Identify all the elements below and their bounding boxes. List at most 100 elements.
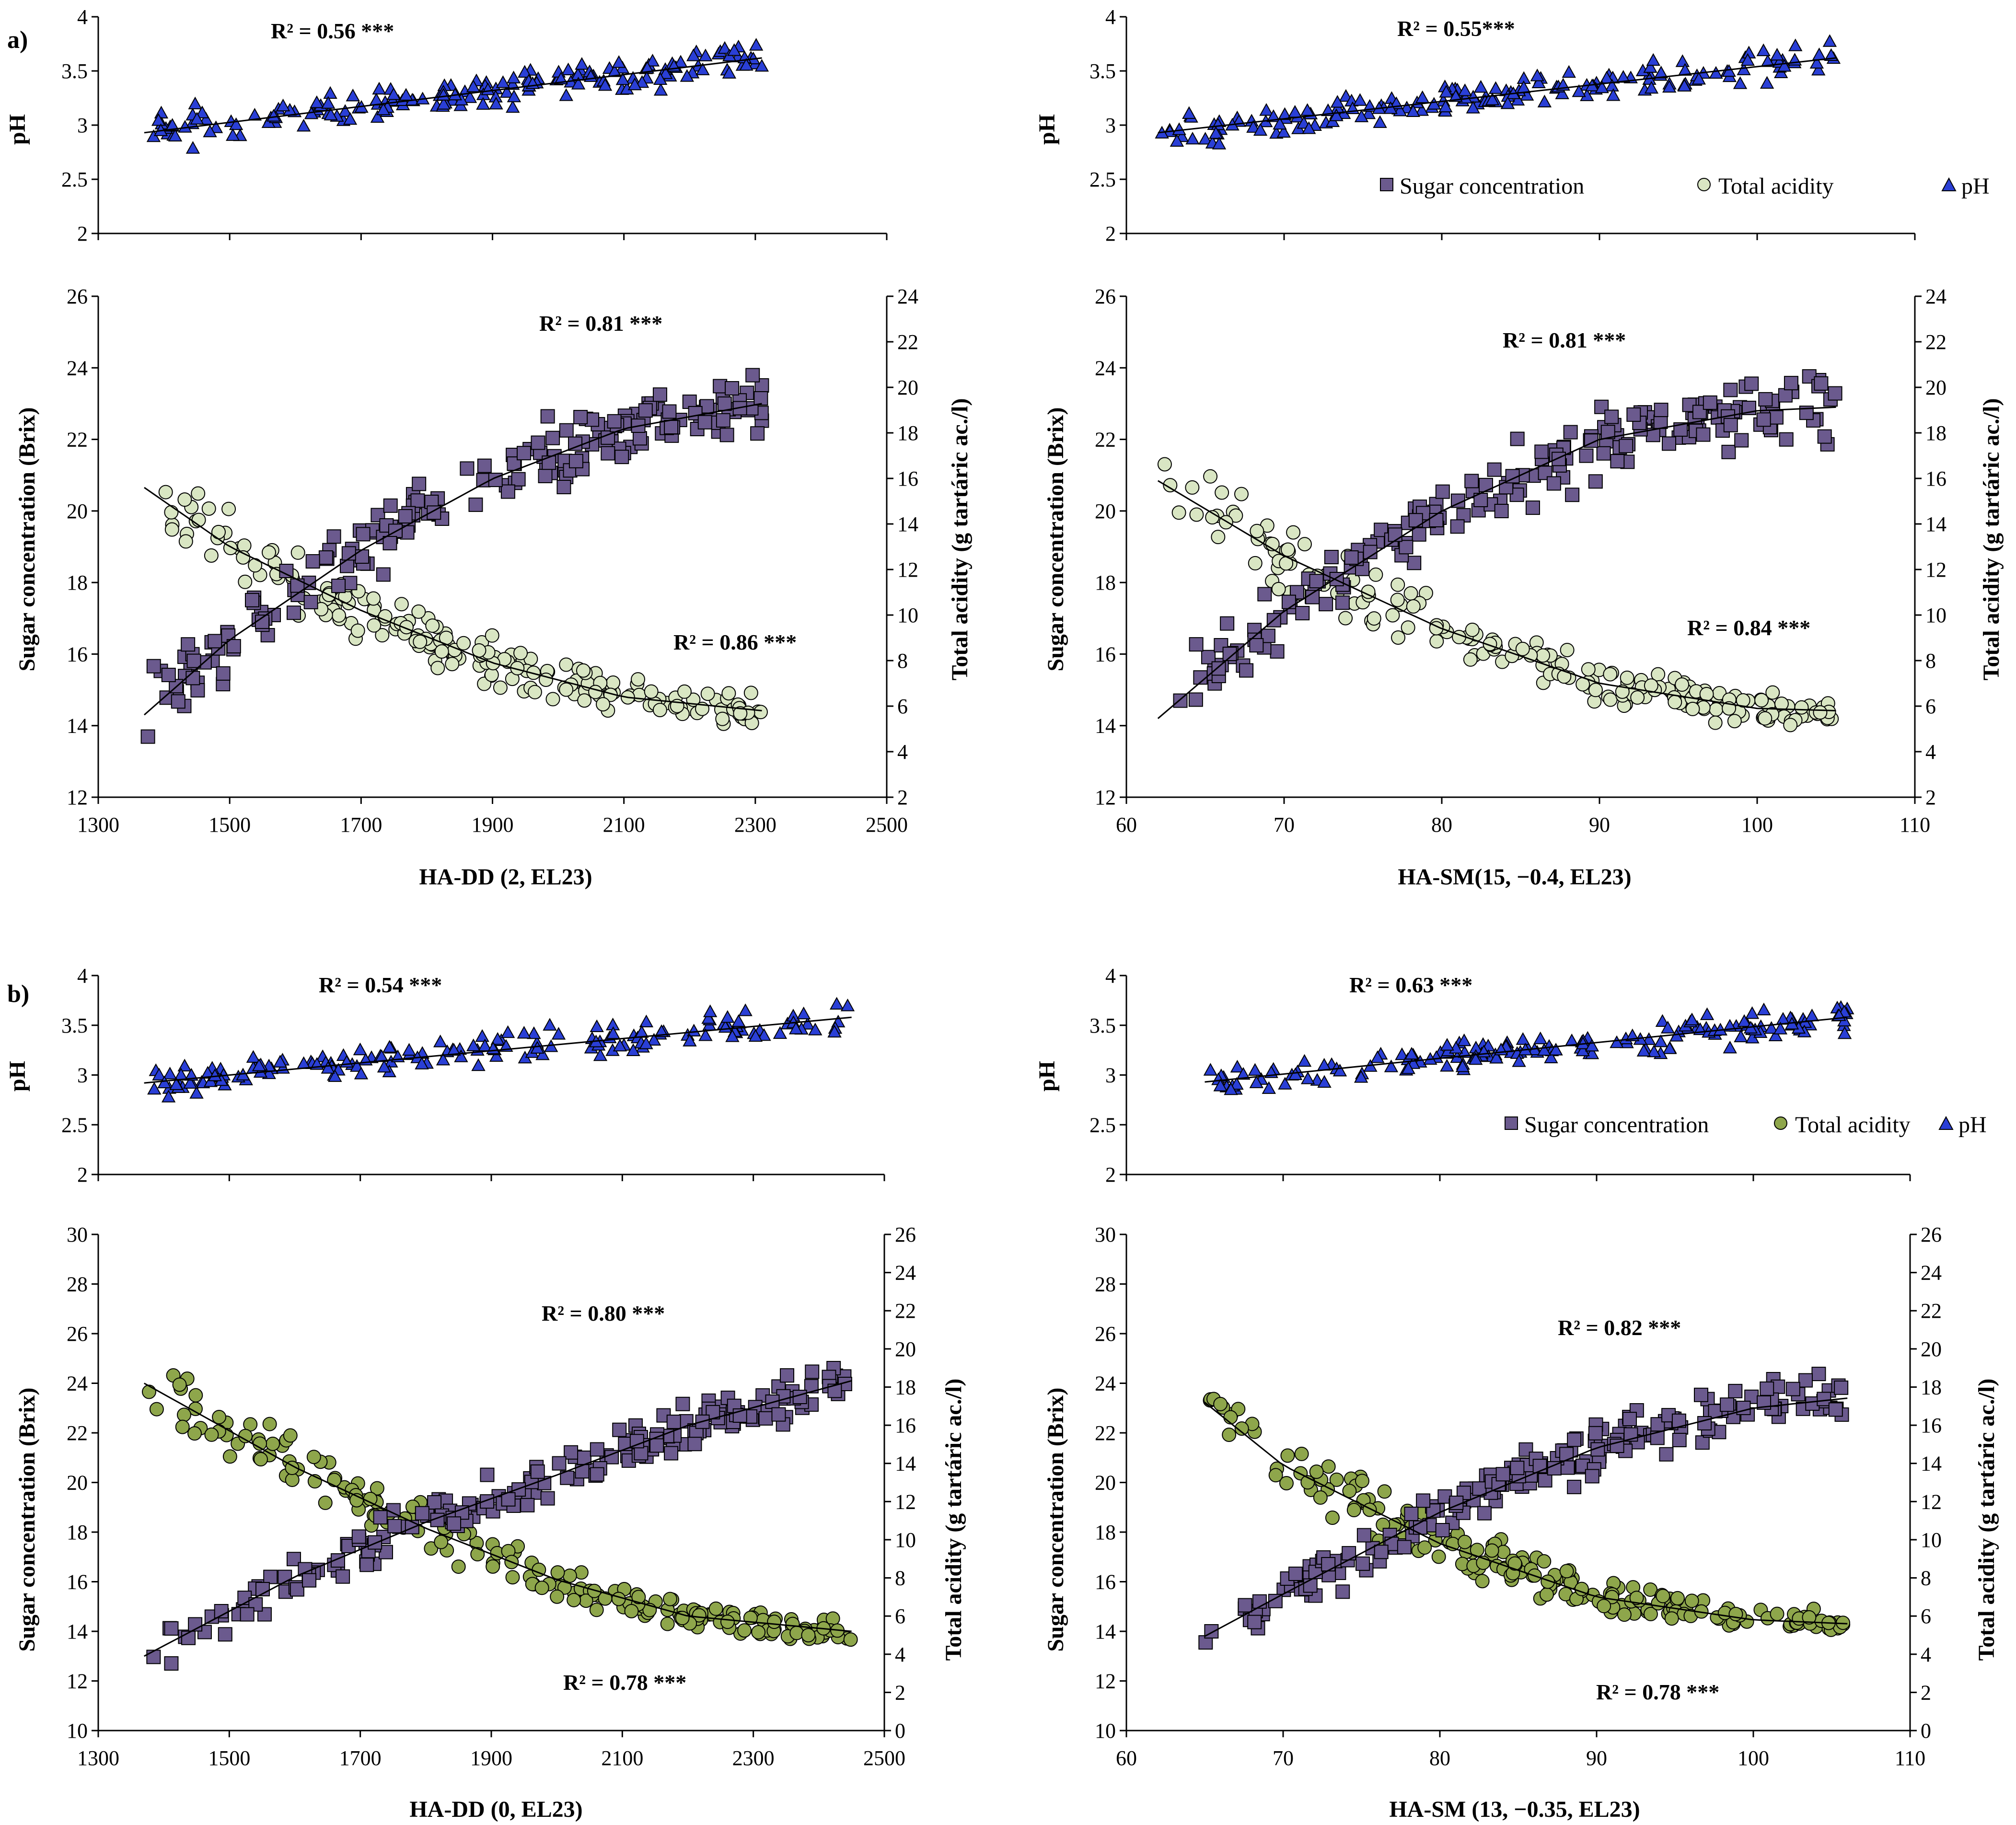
x-tick-label: 80 (1431, 813, 1452, 837)
ph-point (731, 1014, 746, 1027)
sugar-point (1622, 1412, 1637, 1427)
sugar-trendline (1204, 1397, 1848, 1637)
sugar-point (398, 509, 413, 523)
acidity-point (1362, 1502, 1377, 1517)
sugar-point (1708, 1404, 1723, 1418)
sugar-y-tick-label: 18 (1095, 1521, 1116, 1544)
ph-ylabel: pH (1034, 114, 1060, 145)
ph-point (273, 1055, 288, 1068)
sugar-point (1429, 512, 1444, 527)
ph-point (1761, 54, 1775, 67)
ph-point (1273, 116, 1287, 130)
sugar-point (1464, 474, 1479, 488)
ph-point (169, 1077, 184, 1090)
acidity-y-tick-label: 24 (1925, 285, 1946, 308)
sugar-point (226, 639, 241, 654)
acidity-point (221, 501, 236, 516)
ph-point (1733, 76, 1748, 89)
sugar-point (1525, 500, 1540, 515)
sugar-point (717, 396, 732, 411)
acidity-y-tick-label: 14 (1921, 1452, 1942, 1476)
acidity-point (1406, 599, 1421, 614)
acidity-point (1484, 1543, 1499, 1558)
ph-point (827, 1024, 842, 1038)
acidity-y-tick-label: 24 (897, 285, 918, 308)
acidity-point (1483, 637, 1497, 651)
sugar-point (538, 468, 553, 483)
ph-point (165, 118, 180, 131)
acidity-point (1223, 1410, 1238, 1425)
sugar-y-tick-label: 24 (67, 356, 88, 380)
sugar-point (1257, 587, 1272, 602)
sugar-point (146, 1650, 161, 1664)
ph-point (147, 1081, 162, 1095)
acidity-point (743, 686, 758, 700)
acidity-point (513, 646, 528, 661)
acidity-y-tick-label: 6 (1921, 1604, 1931, 1628)
sugar-point (1412, 527, 1426, 542)
ph-point (773, 1026, 788, 1039)
ph-point (720, 1010, 735, 1023)
sugar-point (511, 472, 526, 487)
acidity-y-tick-label: 0 (1921, 1719, 1931, 1743)
sugar-point (382, 536, 397, 551)
acidity-point (1597, 1599, 1611, 1614)
sugar-y-tick-label: 10 (67, 1719, 88, 1743)
ph-y-tick-label: 2 (77, 1163, 88, 1186)
ph-point (554, 71, 568, 84)
acidity-point (1537, 1554, 1552, 1569)
acidity-point (238, 574, 253, 589)
acidity-point (708, 1601, 723, 1616)
acidity-y-tick-label: 12 (1921, 1490, 1942, 1513)
sugar-point (1222, 647, 1237, 662)
sugar-y-tick-label: 18 (67, 1521, 88, 1544)
sugar-point (1814, 376, 1829, 391)
acidity-point (149, 1402, 164, 1417)
acidity-point (445, 657, 460, 672)
ph-point (1655, 1014, 1670, 1027)
ph-point (402, 1043, 417, 1056)
ph-point (727, 43, 742, 56)
ph-point (1644, 81, 1659, 94)
sugar-y-tick-label: 16 (1095, 642, 1116, 666)
ph-point (1760, 76, 1774, 89)
sugar-point (559, 423, 574, 438)
ph-point (561, 62, 576, 76)
ph-point (1455, 1059, 1470, 1072)
ph-point (1278, 1077, 1292, 1090)
ph-point (1329, 108, 1344, 121)
sugar-point (290, 1582, 304, 1597)
ph-point (1330, 95, 1345, 108)
x-tick-label: 1300 (77, 813, 119, 837)
acidity-r2-annotation: R² = 0.78 *** (1596, 1680, 1719, 1704)
ph-point (1549, 1043, 1563, 1056)
acidity-point (188, 1388, 203, 1403)
sugar-point (1388, 527, 1402, 542)
acidity-point (550, 1589, 565, 1604)
x-tick-label: 110 (1900, 813, 1930, 837)
sugar-point (1270, 644, 1285, 659)
ph-point (200, 1066, 215, 1079)
acidity-y-tick-label: 6 (897, 695, 908, 718)
ph-point (1468, 1052, 1483, 1065)
acidity-point (1783, 718, 1798, 732)
acidity-point (1157, 457, 1172, 472)
acidity-point (1203, 469, 1218, 484)
acidity-point (1515, 641, 1530, 656)
sugar-point (1538, 1473, 1553, 1488)
acidity-point (413, 634, 428, 649)
sugar-point (664, 420, 679, 435)
ph-point (695, 62, 710, 75)
ph-plot: 2 2.5 3 3.5 4 R² = 0.56 *** pH (5, 5, 888, 245)
ph-point (698, 1028, 713, 1041)
ph-point (645, 54, 660, 67)
ph-point (370, 110, 385, 123)
sugar-point (1247, 1615, 1262, 1629)
ph-point (190, 112, 204, 125)
acidity-point (677, 684, 692, 699)
ph-point (1837, 1026, 1852, 1039)
ph-r2-annotation: R² = 0.54 *** (319, 973, 442, 997)
acidity-y-tick-label: 12 (1925, 558, 1946, 581)
sugar-point (1659, 1447, 1674, 1462)
sugar-point (171, 694, 185, 709)
